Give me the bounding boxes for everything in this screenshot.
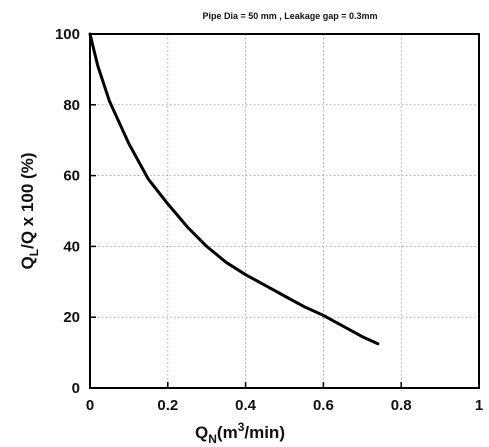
- x-axis-superscript: 3: [238, 420, 245, 434]
- y-axis-rest: /Q x 100 (%): [18, 153, 37, 249]
- y-tick-label: 80: [63, 97, 80, 114]
- x-tick-label: 1: [475, 397, 483, 414]
- chart-title: Pipe Dia = 50 mm , Leakage gap = 0.3mm: [202, 11, 377, 21]
- tick-layer: 0 0.2 0.4 0.6 0.8 1 0 20 40 60 80 100: [55, 26, 483, 414]
- x-tick-label: 0.6: [313, 397, 334, 414]
- x-tick-label: 0.2: [157, 397, 178, 414]
- x-axis-main: Q: [195, 423, 208, 442]
- x-tick-label: 0: [86, 397, 94, 414]
- y-tick-label: 40: [63, 238, 80, 255]
- x-axis-unit-pre: (m: [217, 423, 238, 442]
- y-tick-label: 100: [55, 26, 80, 43]
- y-axis-subscript: L: [27, 249, 41, 256]
- x-axis-title: QN(m3/min): [195, 420, 285, 446]
- y-axis-title: QL/Q x 100 (%): [18, 153, 41, 270]
- y-tick-label: 60: [63, 168, 80, 185]
- y-tick-label: 0: [72, 380, 80, 397]
- y-axis-main: Q: [18, 256, 37, 269]
- x-tick-label: 0.8: [391, 397, 412, 414]
- grid-layer: [90, 34, 479, 388]
- y-tick-label: 20: [63, 309, 80, 326]
- plot-frame: [89, 33, 480, 389]
- series-line: [88, 32, 380, 346]
- x-axis-unit-post: /min): [244, 423, 285, 442]
- x-tick-label: 0.4: [235, 397, 257, 414]
- x-axis-subscript: N: [208, 432, 217, 446]
